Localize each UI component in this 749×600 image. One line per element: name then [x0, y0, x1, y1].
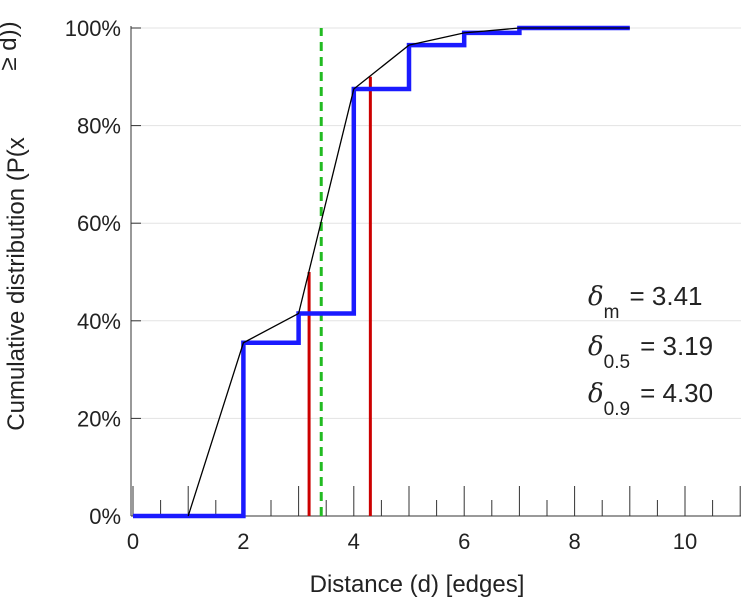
y-tick-label: 20% — [77, 406, 121, 431]
x-axis-title: Distance (d) [edges] — [310, 571, 525, 598]
axes — [130, 26, 741, 517]
stat-value: = 3.41 — [629, 281, 702, 311]
y-tick-label: 0% — [89, 504, 121, 529]
y-tick-label: 40% — [77, 309, 121, 334]
y-axis-title-line-1: Cumulative distribution (P(x — [3, 137, 30, 430]
stat-annotation: δ0.5 = 3.19 — [588, 331, 713, 373]
reference-lines — [307, 28, 372, 516]
stat-symbol: δ — [588, 332, 604, 362]
stat-annotation: δ0.9 = 4.30 — [588, 378, 713, 420]
x-tick-label: 2 — [237, 529, 249, 554]
x-tick-label: 0 — [127, 529, 139, 554]
tick-labels: 0% 20% 40% 60% 80% 100% 0 2 4 6 8 10 — [65, 16, 698, 554]
y-tick-label: 80% — [77, 114, 121, 139]
stat-subscript: m — [604, 302, 620, 323]
y-axis-title-line-2-text: ≥ d)) — [0, 21, 22, 70]
x-tick-label: 4 — [348, 529, 360, 554]
x-tick-label: 6 — [458, 529, 470, 554]
grid-lines — [131, 27, 741, 419]
stat-subscript: 0.5 — [604, 352, 630, 373]
stat-value: = 3.19 — [640, 331, 713, 361]
y-axis-title-group: Cumulative distribution (P(x ≥ d)) — [0, 21, 30, 430]
x-tick-label: 8 — [568, 529, 580, 554]
y-tick-label: 100% — [65, 16, 121, 41]
cdf-interpolated-series — [187, 27, 630, 517]
stat-value: = 4.30 — [640, 378, 713, 408]
stat-symbol: δ — [588, 282, 604, 312]
y-axis-title: Cumulative distribution (P(x — [3, 137, 30, 430]
stat-symbol: δ — [588, 379, 604, 409]
x-tick-label: 10 — [673, 529, 697, 554]
stat-annotation: δm = 3.41 — [588, 281, 703, 323]
data-series — [133, 25, 630, 519]
cdf-step-series — [133, 25, 630, 519]
y-axis-title-line-2: ≥ d)) — [0, 21, 22, 70]
y-tick-label: 60% — [77, 211, 121, 236]
stat-subscript: 0.9 — [604, 399, 630, 420]
